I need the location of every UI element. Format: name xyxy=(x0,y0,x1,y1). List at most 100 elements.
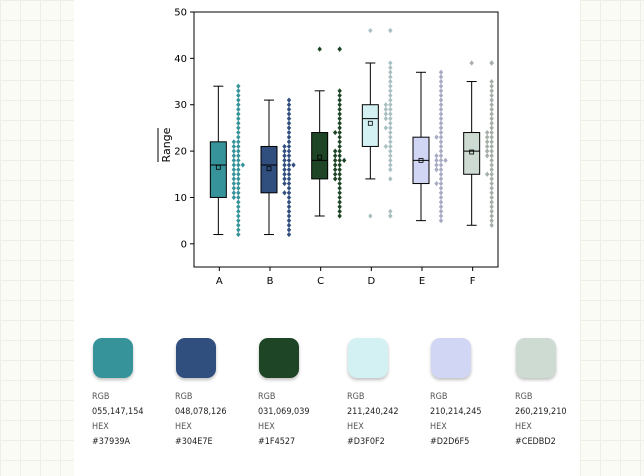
swatch-hex-value: #D2D6F5 xyxy=(430,437,470,447)
outlier-point xyxy=(317,46,322,52)
data-point xyxy=(337,102,342,108)
data-point xyxy=(286,139,292,145)
data-point xyxy=(337,157,342,163)
data-point xyxy=(337,125,342,131)
data-point xyxy=(438,176,444,182)
data-point xyxy=(337,213,342,219)
data-point xyxy=(286,231,292,238)
outlier-point xyxy=(368,27,373,34)
data-point xyxy=(236,213,241,219)
swatch-hex-label: HEX xyxy=(92,422,109,432)
swatch-hex-value: #CEDBD2 xyxy=(515,437,556,447)
data-point xyxy=(438,180,444,187)
data-point xyxy=(438,129,444,136)
x-tick-label: D xyxy=(367,276,375,287)
swatch-rgb-label: RGB xyxy=(347,392,365,402)
data-point xyxy=(286,143,292,150)
data-point xyxy=(489,199,494,205)
data-point xyxy=(337,190,342,196)
box-iqr xyxy=(311,132,329,180)
data-point xyxy=(286,120,292,126)
data-point xyxy=(484,143,490,150)
data-point xyxy=(236,176,241,182)
swatch-color-c xyxy=(259,338,299,378)
data-point xyxy=(438,102,444,108)
data-point xyxy=(332,148,338,154)
data-point xyxy=(337,111,342,117)
data-point xyxy=(388,208,393,214)
data-point xyxy=(282,176,287,182)
data-point xyxy=(438,194,444,201)
data-point xyxy=(438,162,444,168)
data-point xyxy=(231,171,237,177)
data-point xyxy=(489,134,494,140)
data-point xyxy=(240,162,246,168)
data-point xyxy=(438,199,444,205)
box-plot-chart: 0 10 20 30 40 50 A B C D E F Range xyxy=(157,8,499,287)
data-point xyxy=(332,129,338,136)
y-tick-label: 40 xyxy=(174,54,187,65)
data-point xyxy=(231,167,237,173)
data-point xyxy=(489,222,494,228)
data-point xyxy=(337,148,342,154)
data-point xyxy=(286,129,292,136)
data-point xyxy=(236,190,241,196)
swatch-rgb-value: 211,240,242 xyxy=(347,407,399,417)
data-point xyxy=(236,153,241,159)
data-point xyxy=(438,111,444,117)
swatch-hex-label: HEX xyxy=(258,422,275,432)
data-point xyxy=(236,171,241,177)
data-point xyxy=(286,227,292,233)
data-point xyxy=(388,143,393,150)
data-point xyxy=(282,180,287,187)
swatch-card-a: RGB 055,147,154 HEX #37939A xyxy=(92,338,144,450)
data-point xyxy=(489,102,494,108)
data-point xyxy=(388,69,393,75)
x-tick-label: F xyxy=(470,276,476,287)
data-point xyxy=(438,134,444,140)
data-point xyxy=(231,139,237,145)
data-point xyxy=(337,97,342,103)
data-point xyxy=(236,167,241,173)
swatch-rgb-label: RGB xyxy=(258,392,276,402)
data-point xyxy=(236,222,241,228)
y-tick-label: 10 xyxy=(174,193,187,204)
data-point xyxy=(286,185,292,191)
data-point xyxy=(236,227,241,233)
y-tick-label: 30 xyxy=(174,100,187,111)
data-point xyxy=(286,106,292,112)
data-point xyxy=(388,60,393,66)
data-point xyxy=(282,157,287,163)
swatch-color-f xyxy=(516,338,556,378)
data-point xyxy=(231,148,237,154)
swatch-rgb-label: RGB xyxy=(92,392,110,402)
data-point xyxy=(236,92,241,99)
box-iqr xyxy=(260,145,278,194)
data-point xyxy=(236,199,241,205)
data-point xyxy=(434,180,439,187)
data-point xyxy=(438,120,444,126)
data-point xyxy=(489,129,494,136)
data-point xyxy=(332,162,338,168)
data-point xyxy=(438,88,444,94)
box-mean xyxy=(266,166,272,172)
swatch-hex-value: #304E7E xyxy=(175,437,213,447)
data-point xyxy=(438,190,444,196)
data-point xyxy=(231,185,237,191)
data-point xyxy=(337,180,342,187)
data-point xyxy=(236,97,241,103)
data-point xyxy=(388,129,393,136)
swatch-hex-label: HEX xyxy=(515,422,532,432)
data-point xyxy=(337,153,342,159)
swatch-rgb-value: 031,069,039 xyxy=(258,407,310,417)
data-point xyxy=(438,208,444,214)
data-point xyxy=(236,139,241,145)
swatch-hex-value: #D3F0F2 xyxy=(347,437,385,447)
data-point xyxy=(286,204,292,210)
data-point xyxy=(438,83,444,89)
swatch-color-e xyxy=(431,338,471,378)
data-point xyxy=(388,134,393,140)
swatch-hex-value: #37939A xyxy=(92,437,131,447)
data-point xyxy=(337,171,342,177)
data-point xyxy=(236,120,241,126)
